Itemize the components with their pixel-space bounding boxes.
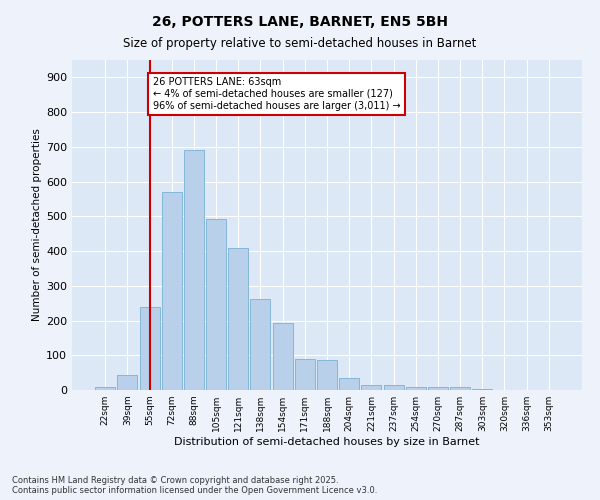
Bar <box>228 248 248 390</box>
Bar <box>162 192 182 390</box>
Bar <box>450 386 470 390</box>
Text: 26, POTTERS LANE, BARNET, EN5 5BH: 26, POTTERS LANE, BARNET, EN5 5BH <box>152 15 448 29</box>
Bar <box>272 323 293 390</box>
Bar <box>317 360 337 390</box>
Bar <box>118 376 137 390</box>
Bar <box>184 150 204 390</box>
Bar <box>140 308 160 390</box>
Bar <box>206 219 226 390</box>
Bar <box>406 387 426 390</box>
Bar <box>95 386 115 390</box>
Bar <box>339 378 359 390</box>
Text: 26 POTTERS LANE: 63sqm
← 4% of semi-detached houses are smaller (127)
96% of sem: 26 POTTERS LANE: 63sqm ← 4% of semi-deta… <box>153 78 400 110</box>
Bar <box>428 387 448 390</box>
Y-axis label: Number of semi-detached properties: Number of semi-detached properties <box>32 128 42 322</box>
Bar <box>295 358 315 390</box>
Bar <box>250 299 271 390</box>
Bar <box>361 385 382 390</box>
Bar <box>383 385 404 390</box>
Text: Contains HM Land Registry data © Crown copyright and database right 2025.
Contai: Contains HM Land Registry data © Crown c… <box>12 476 377 495</box>
Text: Size of property relative to semi-detached houses in Barnet: Size of property relative to semi-detach… <box>124 38 476 51</box>
X-axis label: Distribution of semi-detached houses by size in Barnet: Distribution of semi-detached houses by … <box>174 437 480 447</box>
